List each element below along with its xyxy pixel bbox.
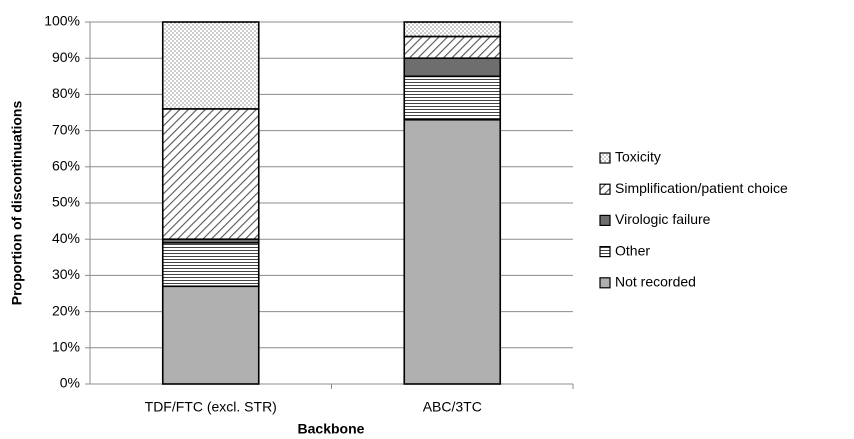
y-axis-title: Proportion of discontinuations bbox=[9, 101, 25, 306]
legend-label: Toxicity bbox=[615, 149, 661, 165]
legend-label: Not recorded bbox=[615, 274, 696, 290]
bar-segment bbox=[161, 21, 260, 110]
legend-swatch bbox=[599, 152, 611, 164]
bar-segment bbox=[403, 21, 502, 38]
legend-swatch bbox=[599, 214, 611, 226]
x-tick-label: TDF/FTC (excl. STR) bbox=[145, 399, 277, 415]
y-tick-label: 10% bbox=[52, 339, 80, 355]
x-axis-title: Backbone bbox=[298, 421, 365, 437]
y-tick-label: 30% bbox=[52, 266, 80, 282]
legend-label: Virologic failure bbox=[615, 211, 711, 227]
y-tick-label: 40% bbox=[52, 230, 80, 246]
y-tick-label: 80% bbox=[52, 85, 80, 101]
bar-segment bbox=[161, 108, 260, 241]
bar-segment bbox=[403, 118, 502, 385]
y-tick-label: 70% bbox=[52, 121, 80, 137]
bar-segment bbox=[403, 75, 502, 121]
y-tick-label: 50% bbox=[52, 194, 80, 210]
legend-label: Other bbox=[615, 242, 650, 258]
legend-label: Simplification/patient choice bbox=[615, 180, 788, 196]
legend-swatch bbox=[599, 246, 611, 258]
bar-segment bbox=[403, 35, 502, 59]
bar-segment bbox=[403, 57, 502, 78]
bar-segment bbox=[161, 285, 260, 385]
x-tick-label: ABC/3TC bbox=[423, 399, 482, 415]
legend-swatch bbox=[599, 277, 611, 289]
bar-segment bbox=[161, 242, 260, 288]
legend-swatch bbox=[599, 183, 611, 195]
y-tick-label: 100% bbox=[44, 13, 80, 29]
y-tick-label: 60% bbox=[52, 158, 80, 174]
y-tick-label: 0% bbox=[60, 375, 80, 391]
y-tick-label: 90% bbox=[52, 49, 80, 65]
y-tick-label: 20% bbox=[52, 302, 80, 318]
